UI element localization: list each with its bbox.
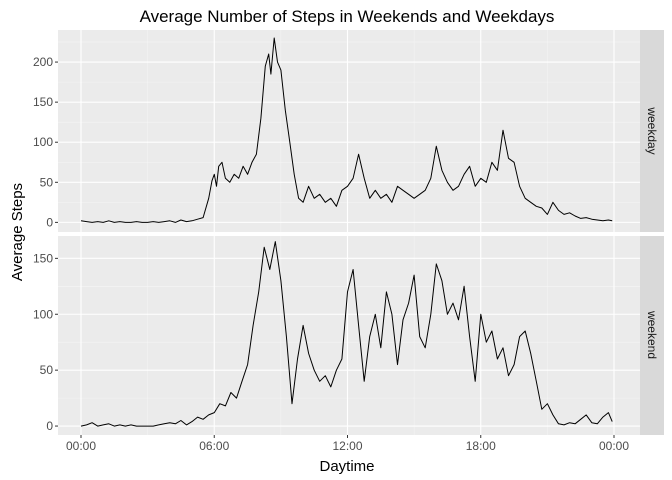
y-tick-label: 150 — [33, 251, 53, 265]
weekend-y-axis-ticks: 0 50 100 150 — [33, 251, 58, 433]
y-tick-label: 200 — [33, 55, 53, 69]
facet-label-weekday: weekday — [645, 106, 659, 154]
y-tick-label: 50 — [40, 175, 54, 189]
y-tick-label: 100 — [33, 307, 53, 321]
panel-weekend: 0 50 100 150 weekend — [33, 236, 664, 435]
y-tick-label: 150 — [33, 95, 53, 109]
x-axis-ticks: 00:00 06:00 12:00 18:00 00:00 — [66, 435, 629, 453]
y-tick-label: 0 — [46, 215, 53, 229]
x-tick-label: 12:00 — [332, 439, 362, 453]
weekend-series-line — [80, 241, 613, 427]
x-tick-label: 06:00 — [199, 439, 229, 453]
chart-title: Average Number of Steps in Weekends and … — [140, 7, 555, 26]
x-tick-label: 00:00 — [66, 439, 96, 453]
x-tick-label: 00:00 — [599, 439, 629, 453]
panel-weekday-background — [58, 30, 640, 232]
panel-weekend-background — [58, 236, 640, 435]
panel-weekday-grid — [58, 30, 640, 232]
y-tick-label: 100 — [33, 135, 53, 149]
facet-label-weekend: weekend — [645, 310, 659, 359]
facet-strip-weekday — [640, 30, 664, 232]
y-tick-label: 0 — [46, 419, 53, 433]
panel-weekday: 0 50 100 150 200 weekday — [33, 30, 664, 232]
y-axis-label: Average Steps — [9, 183, 26, 281]
x-axis-label: Daytime — [319, 458, 374, 475]
facet-strip-weekend — [640, 236, 664, 435]
weekday-series-line — [80, 37, 613, 223]
x-tick-label: 18:00 — [466, 439, 496, 453]
weekday-y-axis-ticks: 0 50 100 150 200 — [33, 55, 58, 229]
y-tick-label: 50 — [40, 363, 54, 377]
